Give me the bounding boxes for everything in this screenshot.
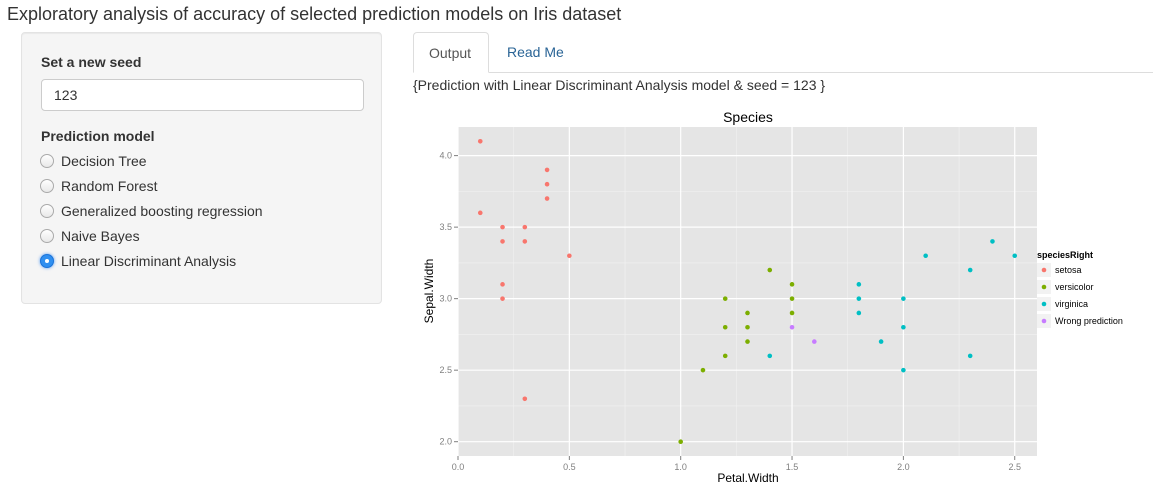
radio-button-icon[interactable]	[40, 204, 54, 218]
radio-button-icon[interactable]	[40, 229, 54, 243]
y-tick-label: 3.0	[439, 294, 452, 304]
scatter-plot: Species 0.0 0.5 1.0 1.5 2.0 2.5 2.0 2.5 3.0 3.5 4.…	[422, 109, 1123, 485]
data-point-versicolor	[745, 324, 750, 330]
legend-key-point	[1041, 301, 1047, 307]
data-point-setosa	[477, 139, 483, 144]
grid-lines	[457, 127, 1037, 456]
radio-label: Linear Discriminant Analysis	[61, 253, 237, 269]
y-tick-label: 2.0	[439, 437, 452, 447]
data-point-setosa	[522, 224, 528, 230]
data-point-versicolor	[745, 310, 750, 316]
radio-label: Random Forest	[61, 178, 158, 194]
chart-title: Species	[723, 109, 773, 125]
data-point-virginica	[1012, 253, 1018, 259]
data-point-virginica	[856, 310, 862, 316]
y-tick-label: 3.5	[439, 222, 452, 232]
tab-bar: Output Read Me	[413, 32, 1153, 73]
legend-label: versicolor	[1055, 282, 1094, 292]
data-point-versicolor	[789, 296, 795, 301]
data-point-versicolor	[789, 282, 795, 287]
prediction-caption: {Prediction with Linear Discriminant Ana…	[413, 77, 826, 93]
x-tick-label: 1.5	[786, 462, 799, 472]
x-axis-label: Petal.Width	[717, 471, 778, 485]
data-point-versicolor	[722, 353, 728, 359]
sidebar-panel: Set a new seed 123 Prediction model Deci…	[21, 32, 382, 304]
data-point-wrong-prediction	[812, 339, 817, 344]
data-point-setosa	[500, 296, 505, 301]
data-point-setosa	[567, 253, 572, 259]
seed-input[interactable]: 123	[41, 79, 364, 111]
data-point-setosa	[522, 239, 528, 244]
data-point-virginica	[856, 296, 862, 301]
seed-label: Set a new seed	[41, 54, 142, 70]
data-point-virginica	[767, 353, 773, 359]
data-point-versicolor	[745, 339, 750, 344]
data-point-setosa	[544, 167, 550, 173]
data-point-setosa	[477, 210, 483, 216]
data-point-virginica	[878, 339, 884, 344]
radio-button-icon[interactable]	[40, 179, 54, 193]
y-tick-label: 4.0	[439, 151, 452, 161]
plot-panel	[458, 127, 1037, 456]
radio-option-random-forest[interactable]: Random Forest	[40, 176, 157, 196]
x-tick-label: 0.0	[452, 462, 465, 472]
radio-option-naive-bayes[interactable]: Naive Bayes	[40, 226, 140, 246]
radio-label: Naive Bayes	[61, 228, 140, 244]
legend-key-point	[1041, 267, 1047, 273]
radio-option-gbm[interactable]: Generalized boosting regression	[40, 201, 263, 221]
radio-option-decision-tree[interactable]: Decision Tree	[40, 151, 147, 171]
data-point-wrong-prediction	[789, 324, 795, 330]
x-tick-label: 0.5	[563, 462, 576, 472]
radio-option-lda[interactable]: Linear Discriminant Analysis	[40, 251, 236, 271]
legend-label: virginica	[1055, 299, 1088, 309]
data-point-versicolor	[678, 439, 683, 444]
y-tick-label: 2.5	[439, 365, 452, 375]
legend: speciesRight setosa versicolor virginica Wro…	[1037, 250, 1123, 328]
tab-read-me[interactable]: Read Me	[507, 44, 564, 60]
prediction-model-label: Prediction model	[41, 128, 155, 144]
data-point-virginica	[901, 367, 906, 373]
data-point-virginica	[901, 296, 906, 301]
data-point-versicolor	[789, 310, 795, 316]
data-point-setosa	[500, 239, 505, 244]
legend-key-point	[1041, 318, 1047, 324]
data-points	[477, 139, 1018, 444]
data-point-versicolor	[722, 324, 728, 330]
legend-key-point	[1041, 284, 1047, 290]
legend-label: Wrong prediction	[1055, 316, 1123, 326]
data-point-versicolor	[767, 267, 773, 273]
radio-button-selected-icon[interactable]	[40, 254, 54, 268]
data-point-setosa	[500, 224, 505, 230]
axis-ticks: 0.0 0.5 1.0 1.5 2.0 2.5 2.0 2.5 3.0 3.5 4.0	[439, 151, 1021, 472]
data-point-virginica	[990, 239, 995, 244]
x-tick-label: 2.0	[897, 462, 910, 472]
data-point-versicolor	[722, 296, 728, 301]
x-tick-label: 2.5	[1008, 462, 1021, 472]
legend-label: setosa	[1055, 265, 1082, 275]
data-point-virginica	[901, 324, 906, 330]
data-point-setosa	[500, 282, 505, 287]
legend-title: speciesRight	[1037, 250, 1093, 260]
data-point-setosa	[522, 396, 528, 402]
data-point-versicolor	[700, 367, 706, 373]
radio-button-icon[interactable]	[40, 154, 54, 168]
data-point-virginica	[856, 282, 862, 287]
app-title: Exploratory analysis of accuracy of sele…	[7, 4, 622, 24]
radio-label: Generalized boosting regression	[61, 203, 263, 219]
radio-label: Decision Tree	[61, 153, 147, 169]
y-axis-label: Sepal.Width	[422, 259, 436, 324]
data-point-virginica	[923, 253, 928, 259]
data-point-setosa	[544, 181, 550, 187]
data-point-virginica	[967, 267, 973, 273]
tab-output[interactable]: Output	[413, 32, 489, 73]
data-point-setosa	[544, 196, 550, 201]
data-point-virginica	[967, 353, 973, 359]
x-tick-label: 1.0	[674, 462, 687, 472]
